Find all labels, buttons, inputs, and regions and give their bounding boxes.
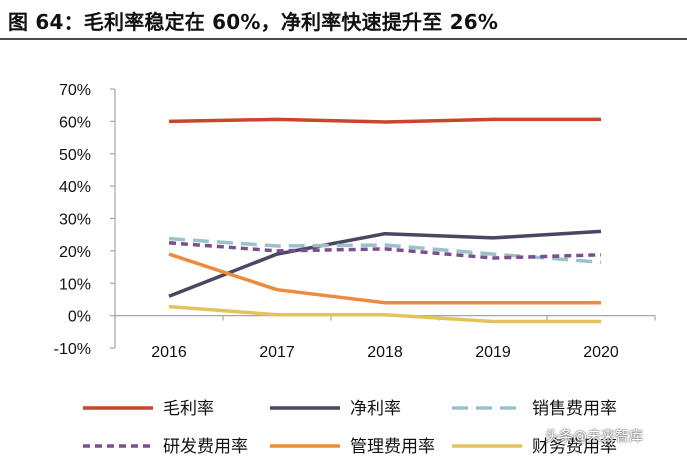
y-tick-label: 70%: [59, 82, 91, 99]
legend-label: 净利率: [350, 399, 401, 419]
y-tick-label: 40%: [59, 179, 91, 196]
series-line: [168, 252, 601, 305]
watermark: 头条@未来智库: [545, 429, 643, 445]
legend-label: 毛利率: [163, 399, 214, 419]
y-tick-label: 10%: [59, 276, 91, 293]
y-tick-label: -10%: [54, 341, 91, 358]
y-tick-label: 30%: [59, 212, 91, 229]
legend-label: 销售费用率: [532, 399, 617, 419]
x-tick-label: 2017: [259, 344, 295, 361]
y-tick-label: 50%: [59, 147, 91, 164]
series-line: [168, 117, 601, 124]
legend-label: 研发费用率: [163, 437, 248, 457]
figure-title: 图 64：毛利率稳定在 60%，净利率快速提升至 26%: [8, 10, 499, 34]
y-tick-label: 0%: [68, 309, 91, 326]
series-line: [168, 241, 602, 260]
x-tick-label: 2019: [475, 344, 511, 361]
x-tick-label: 2020: [583, 344, 619, 361]
x-tick-label: 2016: [151, 344, 187, 361]
series-line: [168, 229, 602, 298]
y-tick-label: 20%: [59, 244, 91, 261]
y-tick-label: 60%: [59, 114, 91, 131]
legend-label: 财务费用率: [532, 437, 617, 457]
figure-header: 图 64：毛利率稳定在 60%，净利率快速提升至 26%: [0, 0, 687, 42]
series-line: [168, 304, 601, 324]
x-tick-label: 2018: [367, 344, 403, 361]
title-divider: [0, 38, 687, 40]
legend-label: 管理费用率: [350, 437, 435, 457]
